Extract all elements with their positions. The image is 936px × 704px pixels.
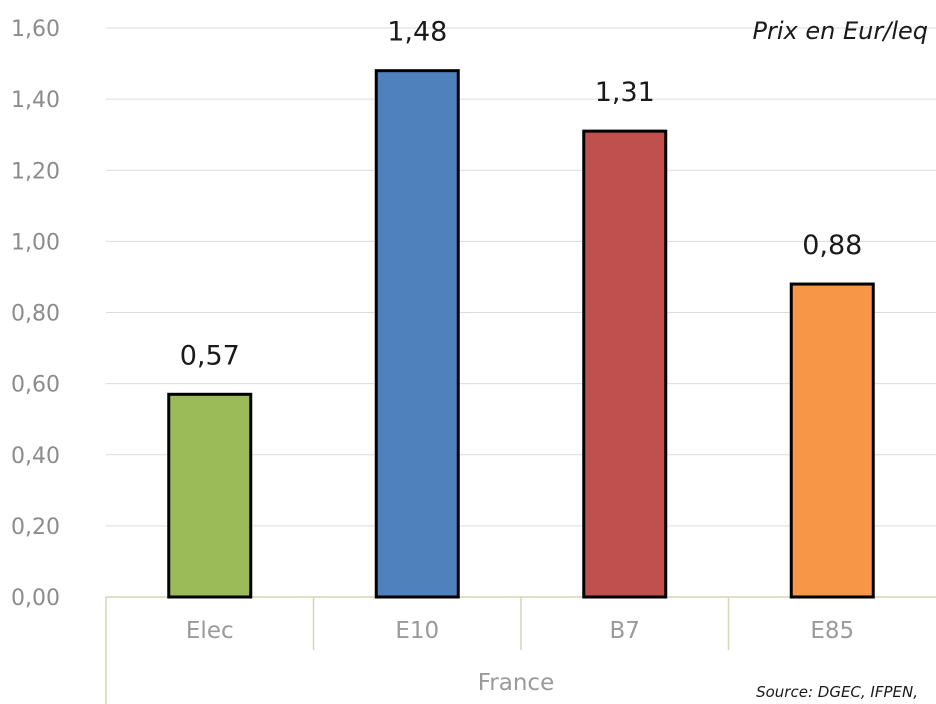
bar-e85 xyxy=(789,282,875,599)
y-tick-label: 1,20 xyxy=(11,159,60,184)
y-tick-label: 0,20 xyxy=(11,515,60,540)
bar-elec xyxy=(167,392,253,599)
y-tick-label: 1,40 xyxy=(11,88,60,113)
bar-e10 xyxy=(374,69,460,599)
bar-b7 xyxy=(582,129,668,599)
category-label: B7 xyxy=(610,618,640,644)
data-label: 0,57 xyxy=(180,340,240,371)
y-tick-label: 0,40 xyxy=(11,444,60,469)
unit-note: Prix en Eur/leq xyxy=(752,17,928,45)
source-note: Source: DGEC, IFPEN, xyxy=(756,683,918,701)
category-label: Elec xyxy=(186,618,234,644)
y-tick-label: 0,60 xyxy=(11,373,60,398)
category-label: E85 xyxy=(810,618,854,644)
data-label: 0,88 xyxy=(802,230,862,261)
y-tick-label: 1,00 xyxy=(11,230,60,255)
y-tick-label: 0,80 xyxy=(11,302,60,327)
y-tick-label: 0,00 xyxy=(11,586,60,611)
group-label: France xyxy=(478,670,554,696)
category-label: E10 xyxy=(395,618,439,644)
y-tick-label: 1,60 xyxy=(11,17,60,42)
data-label: 1,31 xyxy=(595,77,655,108)
data-label: 1,48 xyxy=(387,17,447,48)
